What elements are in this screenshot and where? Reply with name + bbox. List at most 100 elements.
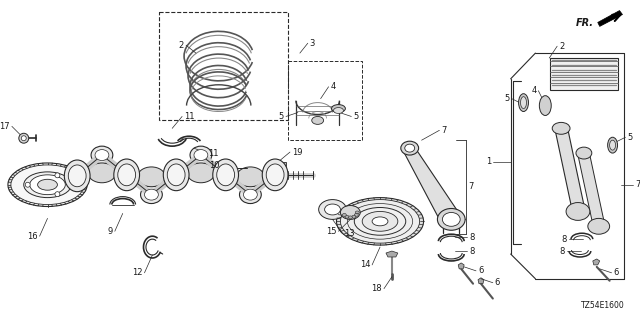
Bar [288, 61, 362, 140]
Ellipse shape [372, 217, 388, 226]
Ellipse shape [217, 164, 234, 186]
Text: 15: 15 [326, 227, 337, 236]
Ellipse shape [518, 94, 529, 111]
Ellipse shape [141, 186, 163, 204]
Bar [278, 162, 286, 166]
Text: 14: 14 [360, 260, 370, 269]
Text: FR.: FR. [576, 19, 594, 28]
Text: 5: 5 [353, 112, 358, 121]
Ellipse shape [187, 163, 215, 183]
Ellipse shape [95, 150, 109, 161]
Text: 12: 12 [132, 268, 143, 277]
Ellipse shape [324, 204, 340, 215]
Circle shape [25, 182, 30, 187]
Ellipse shape [91, 146, 113, 164]
Text: 17: 17 [0, 122, 10, 131]
Text: 7: 7 [468, 182, 474, 191]
Text: 7: 7 [442, 126, 447, 135]
Text: 2: 2 [559, 42, 564, 51]
Text: 9: 9 [108, 227, 113, 236]
Ellipse shape [342, 213, 346, 216]
Ellipse shape [266, 164, 284, 186]
Polygon shape [403, 150, 463, 220]
Text: 6: 6 [614, 268, 619, 277]
Text: 3: 3 [310, 39, 315, 48]
Ellipse shape [401, 141, 419, 155]
Ellipse shape [138, 167, 165, 187]
Polygon shape [593, 259, 600, 265]
Text: 19: 19 [292, 148, 303, 156]
Text: 5: 5 [279, 112, 284, 121]
Text: 8: 8 [560, 246, 565, 256]
Text: 13: 13 [344, 229, 355, 238]
Text: 6: 6 [478, 266, 483, 275]
Polygon shape [458, 263, 464, 269]
Ellipse shape [29, 175, 65, 195]
Ellipse shape [262, 159, 288, 191]
Ellipse shape [362, 212, 398, 231]
Ellipse shape [540, 96, 551, 116]
Text: 8: 8 [562, 235, 567, 244]
Ellipse shape [337, 198, 424, 245]
Ellipse shape [437, 209, 465, 230]
Ellipse shape [552, 122, 570, 134]
Ellipse shape [114, 159, 140, 191]
Text: 11: 11 [184, 112, 195, 121]
Ellipse shape [333, 108, 344, 114]
Text: 5: 5 [627, 133, 633, 142]
Polygon shape [555, 130, 585, 210]
Text: 6: 6 [495, 278, 500, 287]
Ellipse shape [239, 186, 261, 204]
Ellipse shape [24, 172, 71, 198]
Ellipse shape [118, 164, 136, 186]
Ellipse shape [88, 163, 116, 183]
Text: 11: 11 [208, 148, 218, 157]
Text: 18: 18 [371, 284, 382, 293]
Text: 10: 10 [209, 161, 220, 171]
Ellipse shape [355, 213, 358, 216]
Text: 7: 7 [636, 180, 640, 189]
Polygon shape [578, 155, 605, 224]
Ellipse shape [237, 167, 264, 187]
Ellipse shape [588, 218, 610, 234]
Circle shape [55, 173, 60, 178]
Ellipse shape [566, 203, 590, 220]
Circle shape [21, 136, 26, 141]
Polygon shape [386, 251, 398, 257]
Bar [159, 12, 288, 120]
Text: 1: 1 [486, 157, 491, 166]
Text: 8: 8 [469, 233, 474, 242]
Ellipse shape [355, 211, 359, 214]
Ellipse shape [212, 159, 239, 191]
Ellipse shape [38, 179, 58, 190]
Ellipse shape [442, 212, 460, 226]
Ellipse shape [243, 189, 257, 200]
Ellipse shape [355, 207, 406, 235]
Text: 2: 2 [179, 41, 184, 50]
Ellipse shape [65, 160, 90, 192]
Text: 8: 8 [469, 246, 474, 256]
Polygon shape [478, 278, 484, 284]
Ellipse shape [145, 189, 158, 200]
Ellipse shape [340, 200, 420, 243]
Ellipse shape [404, 144, 415, 152]
Circle shape [19, 133, 29, 143]
Circle shape [55, 192, 60, 197]
Text: 4: 4 [330, 82, 336, 91]
Ellipse shape [68, 165, 86, 187]
Ellipse shape [345, 215, 349, 218]
Ellipse shape [190, 146, 212, 164]
Ellipse shape [576, 147, 592, 159]
Ellipse shape [352, 215, 356, 218]
Ellipse shape [520, 97, 527, 108]
Text: TZ54E1600: TZ54E1600 [580, 301, 625, 310]
Ellipse shape [348, 216, 352, 219]
Ellipse shape [194, 150, 208, 161]
Text: 5: 5 [504, 94, 509, 103]
Ellipse shape [163, 159, 189, 191]
Ellipse shape [8, 163, 87, 206]
Text: 4: 4 [531, 86, 536, 95]
Ellipse shape [312, 116, 324, 124]
Ellipse shape [11, 165, 84, 204]
Ellipse shape [607, 137, 618, 153]
